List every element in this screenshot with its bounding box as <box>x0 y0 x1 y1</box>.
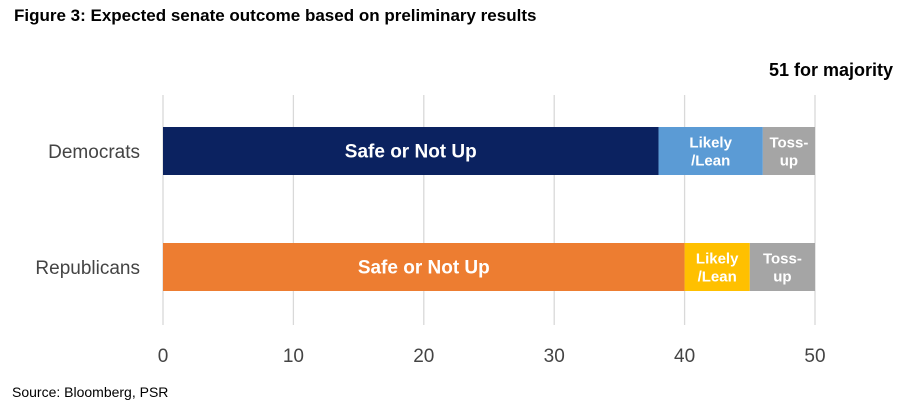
bar-segment-label: Likely <box>696 250 739 267</box>
majority-annotation: 51 for majority <box>768 60 893 80</box>
bar-segment <box>684 243 750 291</box>
x-tick-label: 50 <box>804 346 825 367</box>
bar-segment-label: Likely <box>689 134 732 151</box>
bar-segment-label: /Lean <box>698 268 737 285</box>
bar-segment <box>658 127 763 175</box>
bar-segment-label: up <box>780 152 798 169</box>
x-tick-label: 10 <box>283 346 304 367</box>
x-tick-label: 20 <box>413 346 434 367</box>
bar-segment <box>762 127 815 175</box>
bar-segment-label: up <box>773 268 791 285</box>
bar-segment-label: /Lean <box>691 152 730 169</box>
bar-segment-label: Toss- <box>769 134 808 151</box>
source-note: Source: Bloomberg, PSR <box>12 384 169 400</box>
chart-title: Figure 3: Expected senate outcome based … <box>14 6 537 25</box>
bar-segment-label: Toss- <box>763 250 802 267</box>
bar-segment-label: Safe or Not Up <box>345 142 477 163</box>
bar-segment <box>163 243 685 291</box>
x-tick-label: 0 <box>158 346 169 367</box>
category-label: Democrats <box>48 142 140 163</box>
x-tick-label: 30 <box>544 346 565 367</box>
bar-segment-label: Safe or Not Up <box>358 258 490 279</box>
bar-segment <box>749 243 815 291</box>
x-tick-label: 40 <box>674 346 695 367</box>
category-label: Republicans <box>35 258 140 279</box>
bar-segment <box>163 127 659 175</box>
